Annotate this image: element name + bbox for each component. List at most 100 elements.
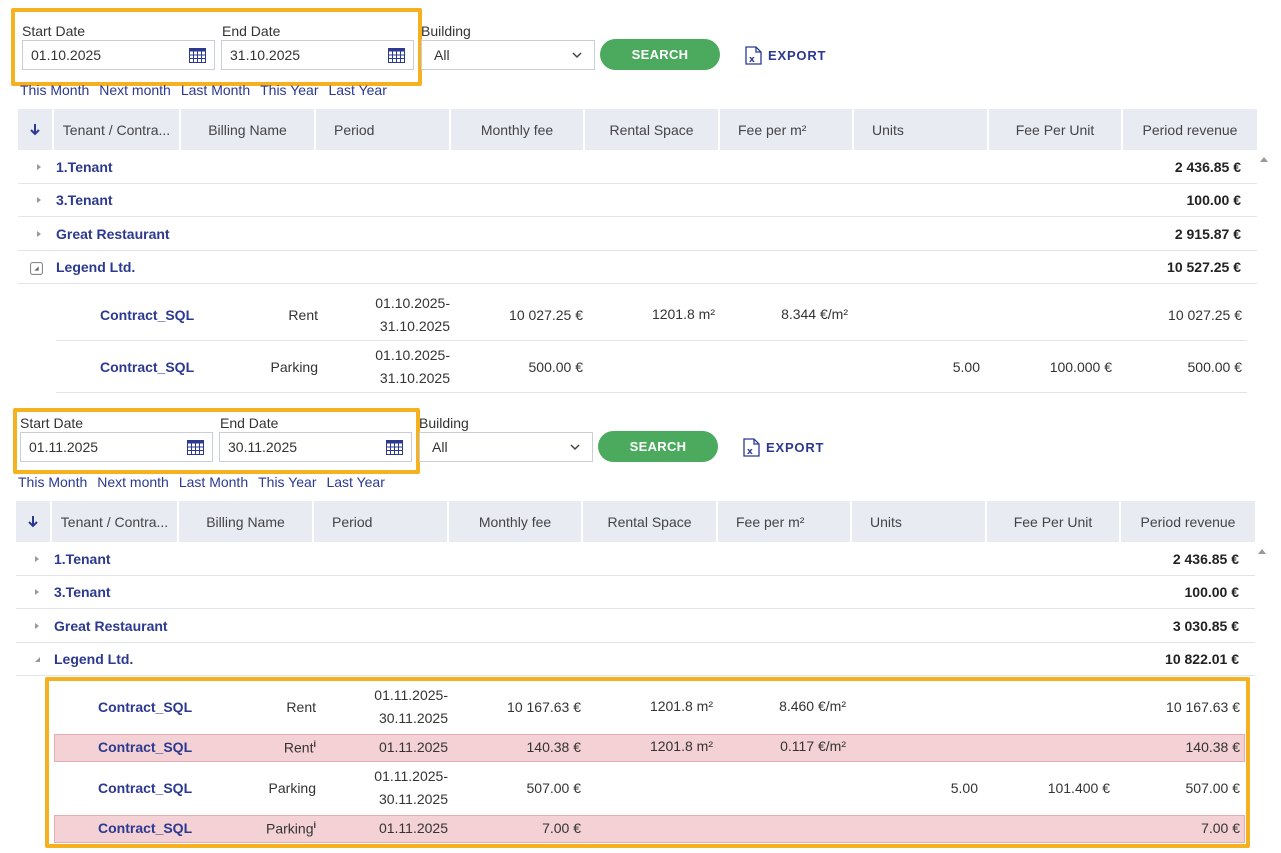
col-fee-per-m2[interactable]: Fee per m² xyxy=(720,109,854,150)
tenant-name[interactable]: 3.Tenant xyxy=(56,192,113,208)
link-last-year[interactable]: Last Year xyxy=(326,474,385,490)
contract-name[interactable]: Contract_SQL xyxy=(98,780,193,796)
collapse-icon[interactable] xyxy=(30,262,43,275)
building-select[interactable]: All xyxy=(421,40,595,70)
tenant-row[interactable]: Great Restaurant 2 915.87 € xyxy=(18,218,1257,251)
sort-column[interactable] xyxy=(18,109,54,150)
col-tenant[interactable]: Tenant / Contra... xyxy=(52,501,179,542)
col-monthly-fee[interactable]: Monthly fee xyxy=(451,109,585,150)
col-fee-per-m2[interactable]: Fee per m² xyxy=(718,501,852,542)
tenant-name[interactable]: 3.Tenant xyxy=(54,584,111,600)
link-this-month[interactable]: This Month xyxy=(18,474,88,490)
end-date-label: End Date xyxy=(220,415,279,431)
rental-space: 1201.8 m² xyxy=(651,306,715,322)
col-billing-name[interactable]: Billing Name xyxy=(181,109,316,150)
col-period-revenue[interactable]: Period revenue xyxy=(1140,513,1236,530)
info-icon[interactable]: i xyxy=(313,739,316,749)
calendar-icon[interactable] xyxy=(388,48,405,63)
col-period[interactable]: Period xyxy=(314,501,449,542)
link-next-month[interactable]: Next month xyxy=(97,474,169,490)
building-label: Building xyxy=(419,415,469,431)
contract-row[interactable]: Contract_SQL Parking 01.11.2025- 30.11.20… xyxy=(54,763,1245,813)
contract-name[interactable]: Contract_SQL xyxy=(98,820,193,836)
col-fee-per-unit[interactable]: Fee Per Unit xyxy=(989,109,1123,150)
sort-column[interactable] xyxy=(16,501,52,542)
correction-row[interactable]: Contract_SQL Parkingi 01.11.2025 7.00 € … xyxy=(54,815,1245,843)
period-revenue: 500.00 € xyxy=(1187,359,1243,375)
period-revenue: 10 167.63 € xyxy=(1166,699,1240,715)
tenant-name[interactable]: 1.Tenant xyxy=(54,551,111,567)
expand-arrow-icon[interactable] xyxy=(32,621,42,631)
col-units[interactable]: Units xyxy=(852,501,987,542)
fee-per-m2: 8.460 €/m² xyxy=(779,698,846,714)
tenant-name[interactable]: Great Restaurant xyxy=(54,618,168,634)
contract-name[interactable]: Contract_SQL xyxy=(98,699,193,715)
calendar-icon[interactable] xyxy=(189,48,206,63)
contract-name[interactable]: Contract_SQL xyxy=(100,307,195,323)
export-button[interactable]: x EXPORT xyxy=(745,46,826,65)
link-this-year[interactable]: This Year xyxy=(260,82,319,98)
end-date-input[interactable]: 31.10.2025 xyxy=(221,40,414,70)
col-billing-name[interactable]: Billing Name xyxy=(179,501,314,542)
col-monthly-fee[interactable]: Monthly fee xyxy=(449,501,583,542)
start-date-value: 01.10.2025 xyxy=(31,47,102,63)
link-next-month[interactable]: Next month xyxy=(99,82,171,98)
expand-arrow-icon[interactable] xyxy=(32,587,42,597)
tenant-name[interactable]: Great Restaurant xyxy=(56,226,170,242)
col-rental-space[interactable]: Rental Space xyxy=(585,109,720,150)
link-last-year[interactable]: Last Year xyxy=(328,82,387,98)
search-button[interactable]: SEARCH xyxy=(598,431,718,462)
end-date-input[interactable]: 30.11.2025 xyxy=(219,432,412,462)
col-tenant[interactable]: Tenant / Contra... xyxy=(54,109,181,150)
building-label: Building xyxy=(421,23,471,39)
chevron-down-icon xyxy=(570,444,580,451)
expand-arrow-icon[interactable] xyxy=(34,162,44,172)
calendar-icon[interactable] xyxy=(187,440,204,455)
contract-row[interactable]: Contract_SQL Parking 01.10.2025- 31.10.20… xyxy=(56,341,1247,393)
period: 01.11.2025 xyxy=(378,739,448,755)
scroll-up-icon[interactable] xyxy=(1260,156,1268,164)
contract-row[interactable]: Contract_SQL Rent 01.10.2025- 31.10.2025 … xyxy=(56,289,1247,341)
link-last-month[interactable]: Last Month xyxy=(178,474,249,490)
tenant-row[interactable]: 1.Tenant 2 436.85 € xyxy=(18,151,1257,184)
col-units[interactable]: Units xyxy=(854,109,989,150)
period-revenue: 140.38 € xyxy=(1185,739,1241,755)
correction-row[interactable]: Contract_SQL Renti 01.11.2025 140.38 € 1… xyxy=(54,734,1245,762)
expand-arrow-icon[interactable] xyxy=(32,554,42,564)
tenant-row[interactable]: 3.Tenant 100.00 € xyxy=(16,576,1255,609)
tenant-name[interactable]: 1.Tenant xyxy=(56,159,113,175)
building-select[interactable]: All xyxy=(419,432,593,462)
expand-arrow-icon[interactable] xyxy=(34,195,44,205)
tenant-row[interactable]: 1.Tenant 2 436.85 € xyxy=(16,543,1255,576)
export-button[interactable]: x EXPORT xyxy=(743,438,824,457)
expand-arrow-icon[interactable] xyxy=(34,229,44,239)
tenant-name[interactable]: Legend Ltd. xyxy=(56,259,136,275)
tenant-row-expanded[interactable]: Legend Ltd. 10 527.25 € xyxy=(18,251,1257,284)
col-period[interactable]: Period xyxy=(316,109,451,150)
collapse-arrow-icon[interactable] xyxy=(32,654,42,664)
link-this-month[interactable]: This Month xyxy=(20,82,90,98)
calendar-icon[interactable] xyxy=(386,440,403,455)
start-date-input[interactable]: 01.11.2025 xyxy=(20,432,213,462)
export-label: EXPORT xyxy=(766,440,825,455)
tenant-row[interactable]: 3.Tenant 100.00 € xyxy=(18,184,1257,217)
contract-name[interactable]: Contract_SQL xyxy=(100,359,195,375)
col-period-revenue[interactable]: Period revenue xyxy=(1142,121,1238,138)
col-rental-space[interactable]: Rental Space xyxy=(583,501,718,542)
link-this-year[interactable]: This Year xyxy=(258,474,317,490)
sort-down-arrow-icon[interactable] xyxy=(27,515,39,528)
start-date-input[interactable]: 01.10.2025 xyxy=(22,40,215,70)
info-icon[interactable]: i xyxy=(313,820,316,830)
tenant-row[interactable]: Great Restaurant 3 030.85 € xyxy=(16,610,1255,643)
sort-down-arrow-icon[interactable] xyxy=(29,123,41,136)
contract-name[interactable]: Contract_SQL xyxy=(98,739,193,755)
search-button[interactable]: SEARCH xyxy=(600,39,720,70)
period: 01.11.2025- 30.11.2025 xyxy=(374,687,448,726)
scroll-up-icon[interactable] xyxy=(1258,548,1266,556)
tenant-name[interactable]: Legend Ltd. xyxy=(54,651,134,667)
col-fee-per-unit[interactable]: Fee Per Unit xyxy=(987,501,1121,542)
excel-export-icon: x xyxy=(743,438,760,457)
contract-row[interactable]: Contract_SQL Rent 01.11.2025- 30.11.2025 … xyxy=(54,681,1245,733)
link-last-month[interactable]: Last Month xyxy=(180,82,251,98)
tenant-row-expanded[interactable]: Legend Ltd. 10 822.01 € xyxy=(16,643,1255,676)
